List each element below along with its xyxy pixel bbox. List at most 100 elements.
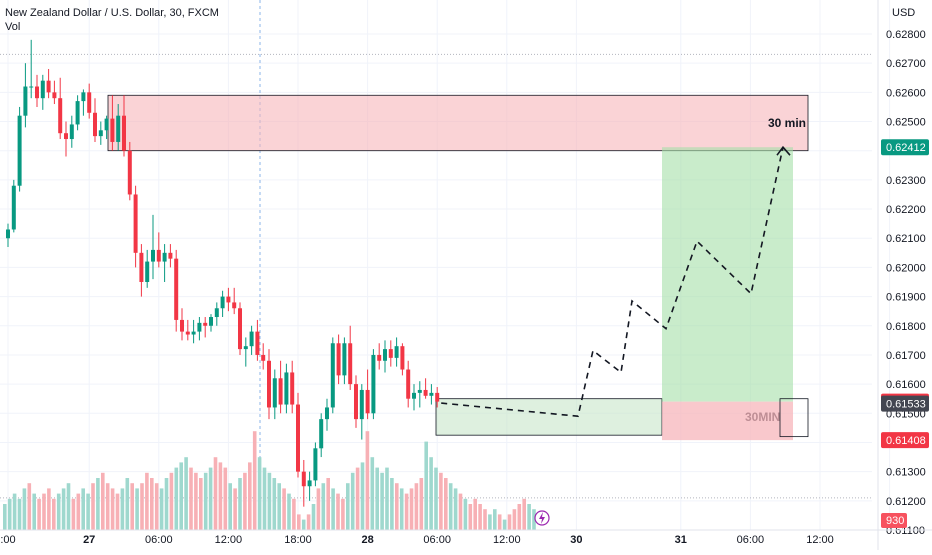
- volume-bar: [199, 478, 203, 530]
- volume-bar: [17, 498, 22, 530]
- candle-body: [58, 98, 63, 134]
- candle-body: [35, 86, 39, 99]
- volume-bar: [336, 493, 340, 530]
- volume-bar: [282, 488, 286, 530]
- price-tick-label: 0.61900: [886, 292, 926, 304]
- zone-box: [435, 398, 663, 436]
- candle-body: [69, 124, 74, 140]
- candle-body: [412, 392, 416, 399]
- volume-bar: [135, 488, 139, 530]
- volume-bar: [355, 467, 360, 530]
- currency-label: USD: [892, 7, 915, 19]
- zone-label: 30 min: [768, 116, 806, 130]
- candle-body: [40, 80, 45, 99]
- volume-bar: [159, 488, 164, 530]
- candle-body: [6, 229, 10, 239]
- candle-body: [98, 130, 103, 137]
- volume-bar: [169, 472, 174, 530]
- candle-body: [296, 404, 300, 472]
- volume-bar: [164, 478, 169, 530]
- volume-bar: [213, 457, 218, 530]
- volume-bar: [228, 483, 232, 530]
- volume-bar: [252, 431, 257, 530]
- volume-bar: [91, 483, 95, 530]
- price-tick-label: 0.62300: [886, 175, 926, 187]
- volume-bar: [385, 467, 389, 530]
- volume-bar: [7, 498, 12, 530]
- volume-bar: [184, 457, 188, 530]
- candle-body: [220, 296, 225, 309]
- price-tick-label: 0.62800: [886, 29, 926, 41]
- volume-marker-bg: [881, 513, 907, 528]
- time-tick-label: 27: [83, 534, 95, 546]
- candle-body: [75, 101, 80, 125]
- volume-bar: [444, 478, 448, 530]
- volume-bar: [404, 493, 409, 530]
- candle-body: [319, 419, 324, 449]
- volume-bar: [238, 478, 242, 530]
- volume-bar: [453, 488, 458, 530]
- candle-body: [377, 354, 382, 361]
- volume-bar: [473, 498, 477, 530]
- volume-bar: [37, 498, 41, 530]
- volume-bar: [409, 488, 414, 530]
- volume-bar: [365, 431, 370, 530]
- volume-bar: [390, 478, 394, 530]
- candle-body: [116, 115, 121, 142]
- volume-bar: [125, 478, 130, 530]
- chart-title[interactable]: New Zealand Dollar / U.S. Dollar, 30, FX…: [5, 7, 219, 19]
- price-marker: 0.61533: [881, 395, 929, 412]
- volume-bar: [233, 488, 237, 530]
- candle-body: [226, 296, 231, 303]
- candle-body: [93, 112, 97, 137]
- price-tick-label: 0.62500: [886, 117, 926, 129]
- volume-bar: [297, 514, 301, 530]
- lightning-icon: [534, 510, 550, 526]
- volume-bar: [429, 457, 433, 530]
- candle-body: [330, 343, 335, 408]
- time-tick-label: 06:00: [737, 534, 765, 546]
- volume-bar: [292, 498, 296, 530]
- price-marker-text: 0.62412: [886, 142, 926, 154]
- candle-body: [261, 354, 266, 361]
- candle-body: [29, 86, 34, 88]
- volume-bar: [360, 462, 365, 530]
- price-tick-label: 0.62000: [886, 262, 926, 274]
- volume-bar: [150, 478, 154, 530]
- candle-body: [232, 302, 237, 309]
- price-tick-label: 0.62600: [886, 87, 926, 99]
- candle-body: [23, 86, 28, 116]
- time-tick-label: 06:00: [423, 534, 451, 546]
- volume-bar: [512, 509, 517, 530]
- candle-body: [359, 389, 364, 420]
- candle-body: [87, 92, 92, 113]
- projection-arrow: [776, 145, 791, 156]
- volume-indicator-label[interactable]: Vol: [5, 21, 21, 33]
- volume-bar: [399, 488, 404, 530]
- volume-bar: [248, 462, 252, 530]
- time-tick-label: 28: [361, 534, 373, 546]
- volume-bar: [120, 488, 125, 530]
- candle-body: [191, 331, 196, 335]
- volume-bar: [179, 462, 183, 530]
- candle-body: [127, 150, 132, 195]
- volume-bar: [380, 472, 384, 530]
- price-marker: 0.61408: [881, 432, 929, 449]
- candle-body: [151, 249, 155, 262]
- time-tick-label: 30: [570, 534, 582, 546]
- candle-body: [255, 331, 260, 355]
- time-tick-label: 12:00: [215, 534, 243, 546]
- price-marker-bg: [881, 432, 929, 449]
- candle-body: [162, 252, 167, 262]
- candle-body: [400, 346, 405, 370]
- zone-box: [107, 94, 809, 152]
- candle-body: [139, 252, 144, 282]
- candle-body: [348, 343, 353, 385]
- volume-bar: [483, 509, 487, 530]
- candle-body: [122, 115, 126, 151]
- volume-bar: [140, 483, 144, 530]
- volume-bar: [257, 457, 262, 530]
- candle-body: [52, 92, 57, 99]
